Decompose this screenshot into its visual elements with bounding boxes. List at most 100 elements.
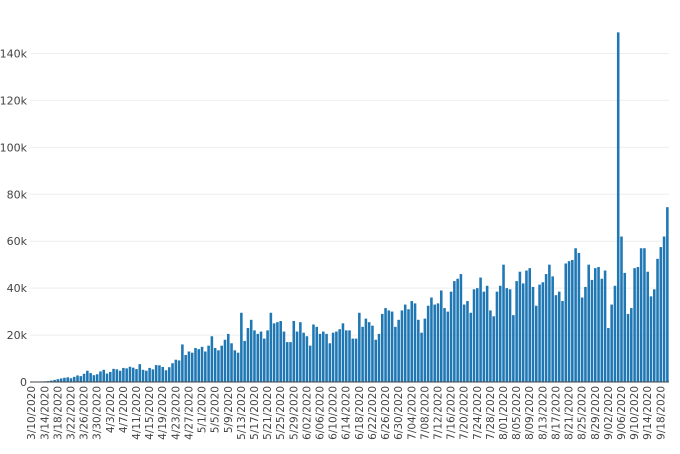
bar (512, 315, 515, 382)
bar (351, 338, 355, 382)
bar (485, 285, 489, 382)
bar (141, 369, 145, 382)
bar (521, 283, 525, 382)
x-tick-label: 3/22/2020 (65, 386, 77, 440)
bar (466, 301, 469, 382)
bar (112, 368, 115, 382)
bar (279, 320, 282, 382)
bar (623, 272, 627, 382)
x-tick-label: 9/10/2020 (629, 386, 641, 440)
bar (210, 336, 214, 382)
x-tick-label: 9/14/2020 (642, 386, 654, 440)
bar (417, 319, 420, 382)
bar (305, 336, 309, 382)
x-tick-label: 5/21/2020 (262, 386, 274, 440)
bar (325, 333, 328, 382)
bar (449, 291, 453, 382)
bar (322, 331, 325, 382)
x-tick-label: 8/17/2020 (550, 386, 562, 440)
bar (358, 312, 361, 382)
x-tick-label: 8/09/2020 (524, 386, 536, 440)
x-tick-label: 8/21/2020 (564, 386, 576, 440)
bar (374, 339, 377, 382)
bar (649, 296, 653, 382)
bar (656, 258, 659, 382)
bar (371, 325, 374, 382)
bar (328, 343, 332, 382)
bar (662, 236, 666, 382)
bar (479, 277, 482, 382)
bar (508, 289, 512, 382)
bar (259, 331, 263, 382)
bar (99, 371, 102, 382)
bar (240, 312, 243, 382)
bar (302, 332, 305, 382)
bar (525, 270, 528, 382)
x-tick-label: 7/08/2020 (419, 386, 431, 440)
bar (407, 309, 410, 382)
bar (436, 303, 440, 382)
bar (367, 322, 371, 382)
bar (456, 278, 459, 382)
bar (59, 378, 63, 382)
x-tick-label: 7/16/2020 (446, 386, 458, 440)
x-tick-label: 4/7/2020 (118, 386, 130, 433)
bar (593, 268, 597, 382)
bar (394, 326, 397, 382)
x-tick-label: 7/12/2020 (432, 386, 444, 440)
bar (171, 363, 174, 382)
bar (66, 377, 69, 382)
bar (390, 311, 394, 382)
bar (577, 252, 581, 382)
x-tick-label: 6/18/2020 (354, 386, 366, 440)
bar (223, 339, 227, 382)
bar (443, 308, 446, 382)
x-tick-label: 5/1/2020 (197, 386, 209, 433)
x-axis-ticks: 3/10/2020 3/14/2020 3/18/2020 3/22/2020 3/26… (26, 386, 667, 440)
bar (204, 351, 207, 382)
bar (272, 323, 276, 382)
bar (164, 370, 168, 382)
x-tick-label: 4/15/2020 (144, 386, 156, 440)
bar (587, 264, 590, 382)
bar (69, 378, 73, 382)
bar (102, 369, 106, 382)
bar (315, 326, 319, 382)
x-tick-label: 3/30/2020 (92, 386, 104, 440)
bar (318, 333, 322, 382)
bar (574, 248, 577, 382)
bar (364, 318, 368, 382)
x-tick-label: 8/25/2020 (577, 386, 589, 440)
bar (158, 365, 161, 382)
bar (439, 290, 443, 382)
bar (86, 370, 89, 382)
x-tick-label: 6/06/2020 (315, 386, 327, 440)
bar (118, 370, 122, 382)
x-tick-label: 9/18/2020 (655, 386, 667, 440)
bar (626, 313, 630, 382)
bar (63, 377, 66, 382)
bar (557, 291, 561, 382)
y-tick-label: 100k (0, 141, 28, 154)
bar (548, 264, 551, 382)
bar (154, 365, 158, 382)
bar (403, 304, 407, 382)
x-tick-label: 6/10/2020 (328, 386, 340, 440)
bar (95, 374, 99, 382)
bar (82, 373, 86, 382)
bar (177, 360, 181, 382)
y-tick-label: 60k (7, 235, 28, 248)
bar (249, 319, 253, 382)
x-tick-label: 8/05/2020 (511, 386, 523, 440)
bar (420, 332, 423, 382)
x-tick-label: 8/29/2020 (590, 386, 602, 440)
bar (620, 236, 623, 382)
bar (115, 369, 119, 382)
bar (341, 323, 345, 382)
bar (184, 355, 187, 382)
bar (53, 379, 56, 382)
bar (243, 340, 246, 382)
bar (151, 369, 155, 382)
bar (580, 297, 584, 382)
